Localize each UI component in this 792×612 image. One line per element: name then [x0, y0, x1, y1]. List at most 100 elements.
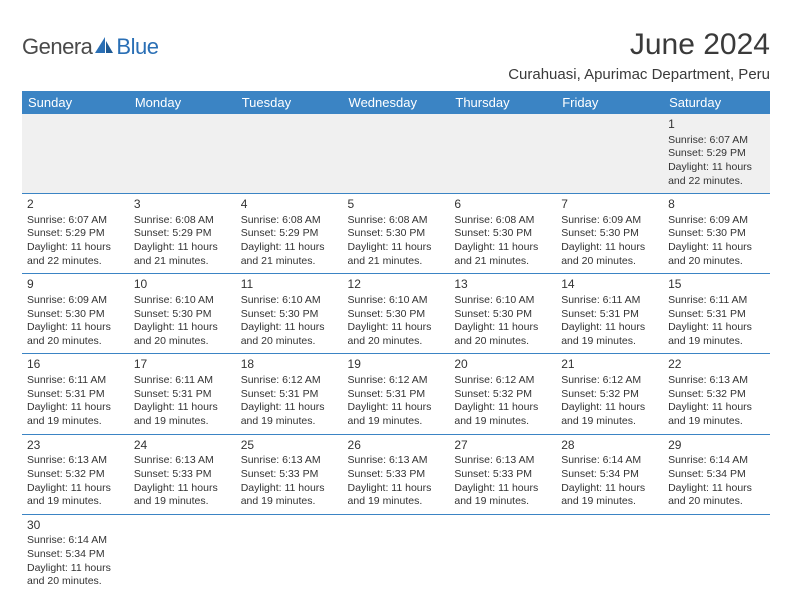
day-number: 19 — [348, 357, 445, 373]
calendar-cell — [129, 114, 236, 194]
calendar-cell: 6Sunrise: 6:08 AMSunset: 5:30 PMDaylight… — [449, 194, 556, 274]
calendar-cell: 9Sunrise: 6:09 AMSunset: 5:30 PMDaylight… — [22, 274, 129, 354]
calendar-cell: 20Sunrise: 6:12 AMSunset: 5:32 PMDayligh… — [449, 354, 556, 434]
daylight-line: Daylight: 11 hours and 19 minutes. — [134, 401, 231, 428]
sunset-line: Sunset: 5:32 PM — [561, 388, 658, 402]
calendar-cell: 19Sunrise: 6:12 AMSunset: 5:31 PMDayligh… — [343, 354, 450, 434]
calendar-cell: 26Sunrise: 6:13 AMSunset: 5:33 PMDayligh… — [343, 434, 450, 514]
daylight-line: Daylight: 11 hours and 19 minutes. — [454, 401, 551, 428]
sunrise-line: Sunrise: 6:11 AM — [668, 294, 765, 308]
calendar-cell — [449, 114, 556, 194]
calendar-cell: 4Sunrise: 6:08 AMSunset: 5:29 PMDaylight… — [236, 194, 343, 274]
day-number: 25 — [241, 438, 338, 454]
calendar-cell: 24Sunrise: 6:13 AMSunset: 5:33 PMDayligh… — [129, 434, 236, 514]
daylight-line: Daylight: 11 hours and 19 minutes. — [668, 321, 765, 348]
day-number: 30 — [27, 518, 124, 534]
sunrise-line: Sunrise: 6:13 AM — [241, 454, 338, 468]
calendar-cell: 18Sunrise: 6:12 AMSunset: 5:31 PMDayligh… — [236, 354, 343, 434]
day-number: 15 — [668, 277, 765, 293]
daylight-line: Daylight: 11 hours and 20 minutes. — [454, 321, 551, 348]
calendar-cell: 29Sunrise: 6:14 AMSunset: 5:34 PMDayligh… — [663, 434, 770, 514]
sunrise-line: Sunrise: 6:14 AM — [561, 454, 658, 468]
sunset-line: Sunset: 5:30 PM — [454, 308, 551, 322]
sunset-line: Sunset: 5:33 PM — [134, 468, 231, 482]
brand-text-1: Genera — [22, 34, 92, 60]
sunrise-line: Sunrise: 6:08 AM — [134, 214, 231, 228]
calendar-cell: 3Sunrise: 6:08 AMSunset: 5:29 PMDaylight… — [129, 194, 236, 274]
day-number: 26 — [348, 438, 445, 454]
sunrise-line: Sunrise: 6:08 AM — [348, 214, 445, 228]
calendar-table: Sunday Monday Tuesday Wednesday Thursday… — [22, 91, 770, 594]
sunset-line: Sunset: 5:30 PM — [348, 227, 445, 241]
calendar-cell: 30Sunrise: 6:14 AMSunset: 5:34 PMDayligh… — [22, 514, 129, 594]
day-number: 1 — [668, 117, 765, 133]
calendar-cell: 8Sunrise: 6:09 AMSunset: 5:30 PMDaylight… — [663, 194, 770, 274]
calendar-cell: 7Sunrise: 6:09 AMSunset: 5:30 PMDaylight… — [556, 194, 663, 274]
daylight-line: Daylight: 11 hours and 20 minutes. — [27, 321, 124, 348]
sunrise-line: Sunrise: 6:10 AM — [348, 294, 445, 308]
calendar-cell: 14Sunrise: 6:11 AMSunset: 5:31 PMDayligh… — [556, 274, 663, 354]
calendar-cell: 2Sunrise: 6:07 AMSunset: 5:29 PMDaylight… — [22, 194, 129, 274]
sunrise-line: Sunrise: 6:12 AM — [454, 374, 551, 388]
day-number: 12 — [348, 277, 445, 293]
day-number: 16 — [27, 357, 124, 373]
daylight-line: Daylight: 11 hours and 21 minutes. — [454, 241, 551, 268]
sunrise-line: Sunrise: 6:13 AM — [27, 454, 124, 468]
sunset-line: Sunset: 5:33 PM — [348, 468, 445, 482]
sunrise-line: Sunrise: 6:10 AM — [134, 294, 231, 308]
day-number: 23 — [27, 438, 124, 454]
sunset-line: Sunset: 5:33 PM — [454, 468, 551, 482]
calendar-cell — [343, 114, 450, 194]
sunrise-line: Sunrise: 6:12 AM — [348, 374, 445, 388]
calendar-row: 9Sunrise: 6:09 AMSunset: 5:30 PMDaylight… — [22, 274, 770, 354]
calendar-cell: 17Sunrise: 6:11 AMSunset: 5:31 PMDayligh… — [129, 354, 236, 434]
day-header: Wednesday — [343, 91, 450, 114]
sunrise-line: Sunrise: 6:07 AM — [27, 214, 124, 228]
daylight-line: Daylight: 11 hours and 19 minutes. — [454, 482, 551, 509]
sunrise-line: Sunrise: 6:11 AM — [134, 374, 231, 388]
sunset-line: Sunset: 5:31 PM — [134, 388, 231, 402]
sunrise-line: Sunrise: 6:11 AM — [561, 294, 658, 308]
daylight-line: Daylight: 11 hours and 20 minutes. — [561, 241, 658, 268]
daylight-line: Daylight: 11 hours and 19 minutes. — [27, 482, 124, 509]
day-number: 18 — [241, 357, 338, 373]
sunrise-line: Sunrise: 6:08 AM — [454, 214, 551, 228]
sunrise-line: Sunrise: 6:13 AM — [668, 374, 765, 388]
day-number: 29 — [668, 438, 765, 454]
page-header: Genera Blue June 2024 Curahuasi, Apurima… — [22, 28, 770, 83]
calendar-cell: 5Sunrise: 6:08 AMSunset: 5:30 PMDaylight… — [343, 194, 450, 274]
calendar-cell: 12Sunrise: 6:10 AMSunset: 5:30 PMDayligh… — [343, 274, 450, 354]
daylight-line: Daylight: 11 hours and 19 minutes. — [27, 401, 124, 428]
brand-logo: Genera Blue — [22, 34, 158, 60]
calendar-cell — [556, 114, 663, 194]
sunset-line: Sunset: 5:34 PM — [561, 468, 658, 482]
calendar-cell: 16Sunrise: 6:11 AMSunset: 5:31 PMDayligh… — [22, 354, 129, 434]
day-number: 4 — [241, 197, 338, 213]
sunset-line: Sunset: 5:30 PM — [668, 227, 765, 241]
sunset-line: Sunset: 5:31 PM — [668, 308, 765, 322]
sunrise-line: Sunrise: 6:09 AM — [27, 294, 124, 308]
calendar-cell — [663, 514, 770, 594]
sunrise-line: Sunrise: 6:08 AM — [241, 214, 338, 228]
sunrise-line: Sunrise: 6:07 AM — [668, 134, 765, 148]
location-text: Curahuasi, Apurimac Department, Peru — [508, 66, 770, 83]
day-number: 21 — [561, 357, 658, 373]
calendar-row: 2Sunrise: 6:07 AMSunset: 5:29 PMDaylight… — [22, 194, 770, 274]
sunrise-line: Sunrise: 6:12 AM — [241, 374, 338, 388]
day-number: 20 — [454, 357, 551, 373]
daylight-line: Daylight: 11 hours and 21 minutes. — [241, 241, 338, 268]
day-number: 8 — [668, 197, 765, 213]
day-number: 27 — [454, 438, 551, 454]
daylight-line: Daylight: 11 hours and 19 minutes. — [241, 401, 338, 428]
day-number: 13 — [454, 277, 551, 293]
sunset-line: Sunset: 5:31 PM — [561, 308, 658, 322]
sail-icon — [93, 35, 115, 60]
calendar-cell: 23Sunrise: 6:13 AMSunset: 5:32 PMDayligh… — [22, 434, 129, 514]
calendar-cell — [236, 114, 343, 194]
sunset-line: Sunset: 5:31 PM — [241, 388, 338, 402]
sunrise-line: Sunrise: 6:10 AM — [241, 294, 338, 308]
day-number: 9 — [27, 277, 124, 293]
calendar-cell — [129, 514, 236, 594]
daylight-line: Daylight: 11 hours and 20 minutes. — [348, 321, 445, 348]
sunset-line: Sunset: 5:34 PM — [27, 548, 124, 562]
